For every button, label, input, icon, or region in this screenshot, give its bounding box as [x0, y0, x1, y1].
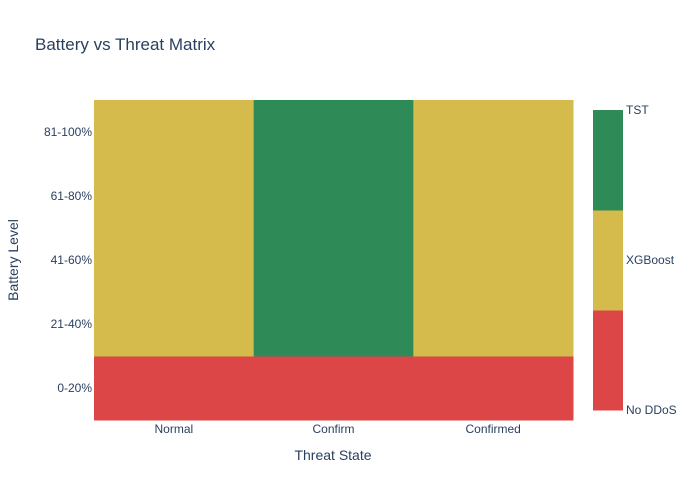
y-tick-label: 41-60% — [51, 253, 93, 267]
heatmap-cell — [413, 100, 574, 165]
heatmap-cell — [94, 292, 255, 357]
heatmap-cell — [253, 292, 414, 357]
x-tick-label: Confirmed — [465, 422, 520, 436]
heatmap-cell — [94, 356, 255, 421]
y-tick-label: 0-20% — [57, 381, 92, 395]
heatmap-cell — [413, 292, 574, 357]
heatmap-cell — [94, 228, 255, 293]
x-axis-ticks: Normal Confirm Confirmed — [154, 422, 520, 436]
x-axis-title: Threat State — [294, 447, 371, 463]
y-axis-ticks: 0-20% 21-40% 41-60% 61-80% 81-100% — [44, 125, 92, 395]
chart-title: Battery vs Threat Matrix — [35, 35, 216, 54]
y-tick-label: 21-40% — [51, 317, 93, 331]
y-tick-label: 61-80% — [51, 189, 93, 203]
heatmap-cell — [413, 356, 574, 421]
heatmap-cell — [253, 356, 414, 421]
heatmap-cell — [253, 164, 414, 229]
legend-color-segment — [593, 310, 623, 411]
legend-label: TST — [626, 103, 649, 117]
y-axis-title: Battery Level — [5, 219, 21, 301]
heatmap-cell — [94, 164, 255, 229]
legend-color-segment — [593, 110, 623, 211]
heatmap-cell — [253, 228, 414, 293]
heatmap-cell — [94, 100, 255, 165]
x-tick-label: Normal — [154, 422, 193, 436]
heatmap-cells — [94, 100, 574, 421]
y-tick-label: 81-100% — [44, 125, 92, 139]
color-legend: No DDoS XGBoost TST — [593, 103, 677, 417]
x-tick-label: Confirm — [312, 422, 354, 436]
heatmap-cell — [413, 228, 574, 293]
heatmap-cell — [413, 164, 574, 229]
legend-color-segment — [593, 210, 623, 311]
legend-label: XGBoost — [626, 253, 675, 267]
heatmap-cell — [253, 100, 414, 165]
legend-label: No DDoS — [626, 403, 677, 417]
